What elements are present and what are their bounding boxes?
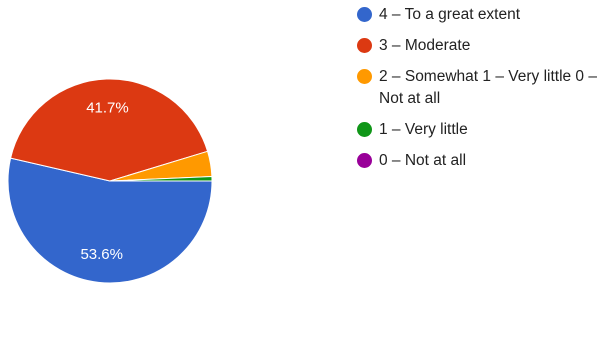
legend-label: 4 – To a great extent: [379, 6, 521, 23]
slice-data-label-1: 41.7%: [86, 100, 129, 117]
pie-slice-1: [9, 78, 209, 182]
legend: 4 – To a great extent 3 – Moderate 2 – Som…: [357, 4, 607, 181]
legend-label: 3 – Moderate: [379, 37, 471, 54]
pie-slice-3: [109, 175, 213, 182]
legend-item-2: 2 – Somewhat 1 – Very little 0 – Not at …: [357, 66, 607, 110]
legend-label: 1 – Very little: [379, 121, 468, 138]
legend-item-0: 4 – To a great extent: [357, 4, 607, 26]
legend-swatch-icon: [357, 153, 372, 168]
legend-item-1: 3 – Moderate: [357, 35, 607, 57]
legend-label: 2 – Somewhat 1 – Very little 0 – Not at …: [379, 68, 597, 107]
legend-item-4: 0 – Not at all: [357, 150, 607, 172]
pie-slice-0: [7, 157, 213, 284]
legend-item-3: 1 – Very little: [357, 119, 607, 141]
slice-data-label-0: 53.6%: [80, 246, 123, 263]
legend-swatch-icon: [357, 38, 372, 53]
legend-swatch-icon: [357, 69, 372, 84]
legend-swatch-icon: [357, 7, 372, 22]
legend-label: 0 – Not at all: [379, 152, 467, 169]
legend-swatch-icon: [357, 122, 372, 137]
